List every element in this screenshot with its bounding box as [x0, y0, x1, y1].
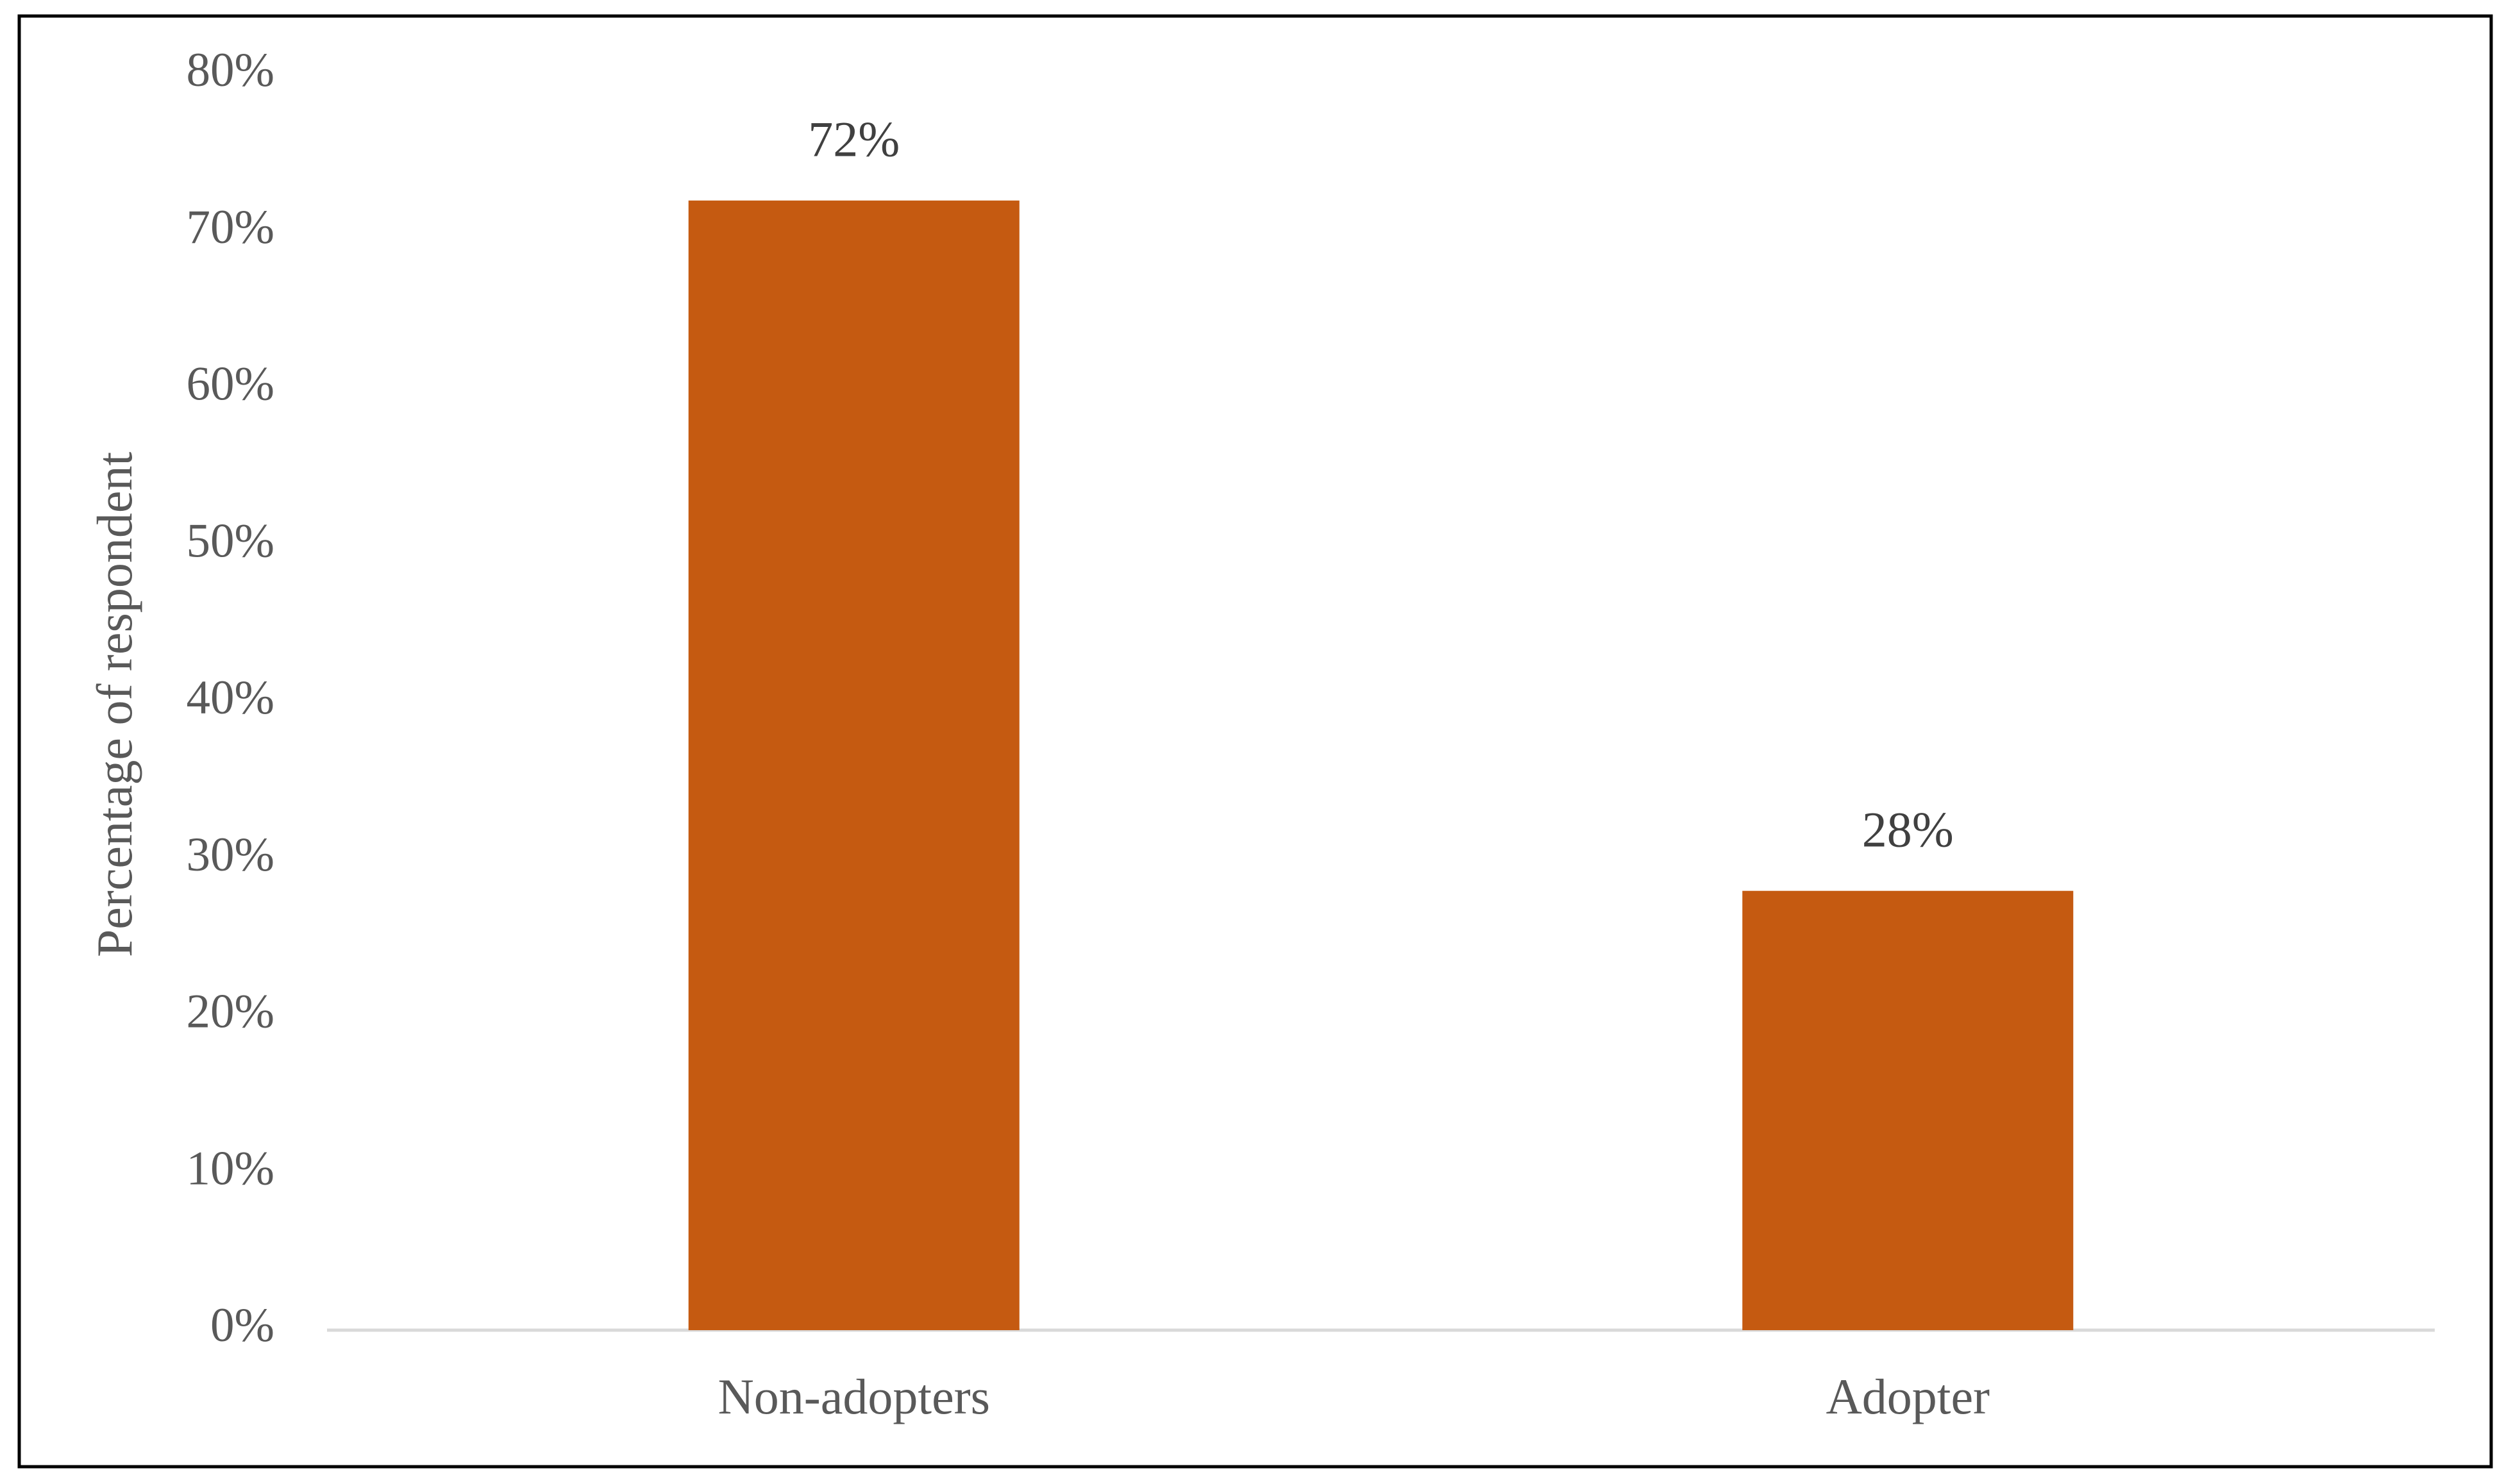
value-label: 28% — [1862, 802, 1954, 858]
value-label: 72% — [808, 112, 900, 167]
y-tick-label: 10% — [187, 1142, 274, 1195]
y-tick-label: 50% — [187, 514, 274, 567]
x-tick-label: Adopter — [1826, 1369, 1990, 1424]
chart-border — [17, 14, 2493, 1469]
y-tick-label: 60% — [187, 358, 274, 411]
y-tick-label: 40% — [187, 671, 274, 724]
y-tick-label: 30% — [187, 828, 274, 881]
bar — [688, 200, 1020, 1330]
y-tick-label: 20% — [187, 985, 274, 1038]
y-tick-label: 0% — [210, 1299, 274, 1352]
bar — [1742, 890, 2074, 1330]
y-tick-label: 80% — [187, 44, 274, 97]
y-tick-label: 70% — [187, 201, 274, 254]
x-tick-label: Non-adopters — [718, 1369, 990, 1424]
y-axis-title: Percentage of respondent — [87, 452, 142, 958]
